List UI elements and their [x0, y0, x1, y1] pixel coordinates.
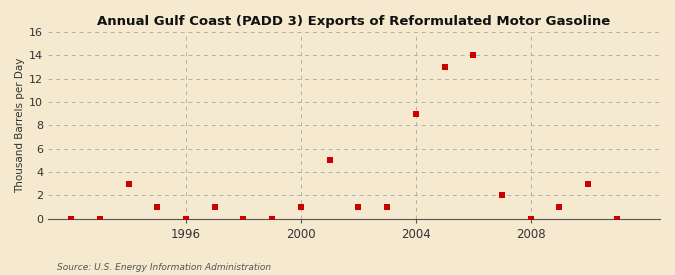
Point	[123, 182, 134, 186]
Point	[410, 111, 421, 116]
Point	[439, 65, 450, 69]
Point	[65, 216, 76, 221]
Point	[525, 216, 536, 221]
Point	[353, 205, 364, 209]
Point	[296, 205, 306, 209]
Title: Annual Gulf Coast (PADD 3) Exports of Reformulated Motor Gasoline: Annual Gulf Coast (PADD 3) Exports of Re…	[97, 15, 611, 28]
Point	[209, 205, 220, 209]
Y-axis label: Thousand Barrels per Day: Thousand Barrels per Day	[15, 58, 25, 193]
Point	[497, 193, 508, 197]
Point	[267, 216, 277, 221]
Point	[238, 216, 249, 221]
Text: Source: U.S. Energy Information Administration: Source: U.S. Energy Information Administ…	[57, 263, 271, 272]
Point	[612, 216, 622, 221]
Point	[181, 216, 192, 221]
Point	[554, 205, 565, 209]
Point	[324, 158, 335, 163]
Point	[95, 216, 105, 221]
Point	[381, 205, 392, 209]
Point	[583, 182, 593, 186]
Point	[468, 53, 479, 57]
Point	[152, 205, 163, 209]
